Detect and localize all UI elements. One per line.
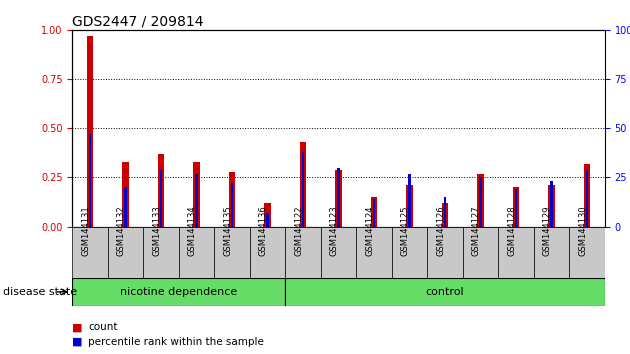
Bar [406, 185, 413, 227]
Bar [285, 227, 321, 278]
Bar [265, 203, 271, 227]
Bar [357, 227, 392, 278]
Bar [498, 227, 534, 278]
Bar [231, 183, 233, 227]
Bar [87, 36, 93, 227]
Bar [266, 213, 269, 227]
Bar [108, 227, 144, 278]
Text: GSM144124: GSM144124 [365, 205, 374, 256]
Text: GSM144132: GSM144132 [117, 205, 125, 256]
Bar [229, 172, 236, 227]
Bar [442, 203, 449, 227]
Bar [548, 185, 555, 227]
Bar [144, 227, 179, 278]
Bar [427, 227, 463, 278]
Text: GSM144130: GSM144130 [578, 205, 587, 256]
Bar [125, 187, 127, 227]
Text: GSM144127: GSM144127 [472, 205, 481, 256]
Bar [515, 189, 517, 227]
Bar [89, 134, 91, 227]
Bar [302, 152, 304, 227]
Bar [122, 162, 129, 227]
Bar [371, 197, 377, 227]
Bar [478, 173, 484, 227]
Text: control: control [426, 287, 464, 297]
Bar [214, 227, 250, 278]
Bar [72, 278, 285, 306]
Bar [551, 181, 553, 227]
Bar [338, 168, 340, 227]
Text: GSM144129: GSM144129 [542, 205, 552, 256]
Bar [193, 162, 200, 227]
Text: GSM144131: GSM144131 [81, 205, 90, 256]
Text: ■: ■ [72, 322, 83, 332]
Bar [570, 227, 605, 278]
Text: percentile rank within the sample: percentile rank within the sample [88, 337, 264, 347]
Text: nicotine dependence: nicotine dependence [120, 287, 238, 297]
Bar [408, 173, 411, 227]
Bar [179, 227, 214, 278]
Bar [444, 197, 446, 227]
Text: ■: ■ [72, 337, 83, 347]
Bar [479, 177, 482, 227]
Bar [463, 227, 498, 278]
Bar [158, 154, 164, 227]
Bar [584, 164, 590, 227]
Bar [335, 170, 342, 227]
Bar [72, 227, 108, 278]
Text: GSM144125: GSM144125 [401, 205, 410, 256]
Bar [586, 170, 588, 227]
Bar [534, 227, 570, 278]
Bar [300, 142, 306, 227]
Text: GSM144122: GSM144122 [294, 205, 303, 256]
Bar [195, 173, 198, 227]
Bar [513, 187, 519, 227]
Text: GSM144134: GSM144134 [188, 205, 197, 256]
Bar [321, 227, 357, 278]
Bar [250, 227, 285, 278]
Text: GSM144126: GSM144126 [436, 205, 445, 256]
Text: GSM144133: GSM144133 [152, 205, 161, 256]
Bar [285, 278, 605, 306]
Text: GSM144123: GSM144123 [329, 205, 338, 256]
Text: GSM144136: GSM144136 [259, 205, 268, 256]
Text: count: count [88, 322, 118, 332]
Text: GSM144128: GSM144128 [507, 205, 516, 256]
Bar [373, 199, 375, 227]
Text: disease state: disease state [3, 287, 77, 297]
Bar [392, 227, 427, 278]
Bar [160, 170, 163, 227]
Text: GSM144135: GSM144135 [223, 205, 232, 256]
Text: GDS2447 / 209814: GDS2447 / 209814 [72, 15, 204, 29]
